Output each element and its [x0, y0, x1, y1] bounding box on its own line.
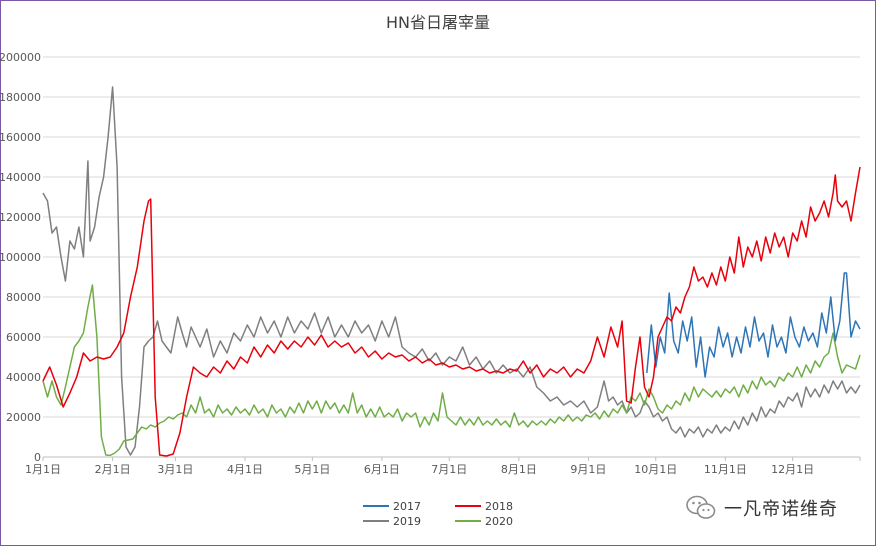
- legend-label-2018: 2018: [485, 500, 513, 513]
- y-axis-ticks: 0 20000 40000 60000 80000 100000 120000 140000 1…: [0, 51, 41, 464]
- series-line-2017: [646, 272, 861, 378]
- y-tick-label: 100000: [0, 251, 41, 264]
- y-tick-label: 140000: [0, 171, 41, 184]
- x-tick-label: 6月1日: [364, 463, 400, 476]
- watermark-text: 一凡帝诺维奇: [724, 499, 838, 520]
- series-line-2019: [42, 86, 861, 456]
- y-tick-label: 80000: [6, 291, 41, 304]
- chart-title: HN省日屠宰量: [386, 13, 490, 32]
- y-tick-label: 120000: [0, 211, 41, 224]
- y-tick-label: 0: [34, 451, 41, 464]
- watermark: 一凡帝诺维奇: [686, 494, 838, 522]
- y-tick-label: 60000: [6, 331, 41, 344]
- x-axis-ticks: 1月1日 2月1日 3月1日 4月1日 5月1日 6月1日 7月1日 8月1日 9月1日 10月1…: [25, 457, 861, 476]
- x-tick-label: 10月1日: [634, 463, 677, 476]
- x-tick-label: 5月1日: [294, 463, 330, 476]
- series-line-2020: [42, 284, 861, 457]
- x-tick-label: 1月1日: [25, 463, 61, 476]
- legend-label-2020: 2020: [485, 515, 513, 528]
- x-tick-label: 11月1日: [704, 463, 747, 476]
- legend-label-2019: 2019: [393, 515, 421, 528]
- x-tick-label: 4月1日: [227, 463, 263, 476]
- y-tick-label: 20000: [6, 411, 41, 424]
- y-tick-label: 180000: [0, 91, 41, 104]
- x-tick-label: 3月1日: [157, 463, 193, 476]
- y-tick-label: 200000: [0, 51, 41, 64]
- x-tick-label: 7月1日: [431, 463, 467, 476]
- x-tick-label: 9月1日: [570, 463, 606, 476]
- y-tick-label: 40000: [6, 371, 41, 384]
- x-tick-label: 8月1日: [501, 463, 537, 476]
- x-tick-label: 12月1日: [771, 463, 814, 476]
- plot-area: [42, 86, 861, 457]
- grid-lines: [43, 56, 860, 418]
- y-tick-label: 160000: [0, 131, 41, 144]
- legend: 2017 2018 2019 2020: [363, 500, 513, 528]
- series-line-2018: [42, 166, 861, 457]
- wechat-icon: [686, 495, 716, 519]
- legend-label-2017: 2017: [393, 500, 421, 513]
- x-tick-label: 2月1日: [95, 463, 131, 476]
